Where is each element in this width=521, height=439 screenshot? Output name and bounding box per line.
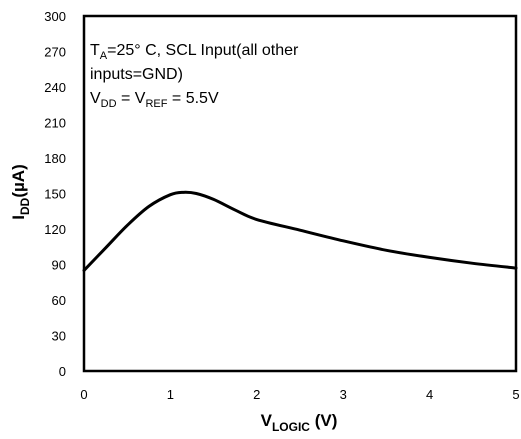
y-tick-label: 120 xyxy=(44,222,66,237)
x-tick-label: 1 xyxy=(167,387,174,402)
y-tick-label: 90 xyxy=(52,258,66,273)
plot-frame xyxy=(82,14,518,373)
annotation-line-2: inputs=GND) xyxy=(90,66,183,83)
y-tick-label: 60 xyxy=(52,293,66,308)
y-axis-title: IDD(µA) xyxy=(9,164,32,219)
annotation-line-1: TA=25° C, SCL Input(all other xyxy=(90,42,299,62)
series-line xyxy=(82,190,518,272)
y-tick-label: 30 xyxy=(52,329,66,344)
y-ticks: 0 30 60 90 120 150 180 210 240 270 300 xyxy=(44,9,66,379)
x-axis-title: VLOGIC (V) xyxy=(261,411,338,434)
x-tick-label: 5 xyxy=(512,387,519,402)
x-tick-label: 0 xyxy=(80,387,87,402)
y-tick-label: 240 xyxy=(44,80,66,95)
y-tick-label: 270 xyxy=(44,45,66,60)
x-tick-label: 4 xyxy=(426,387,433,402)
y-tick-label: 180 xyxy=(44,151,66,166)
annotation: TA=25° C, SCL Input(all other inputs=GND… xyxy=(90,42,299,110)
y-tick-label: 150 xyxy=(44,187,66,202)
y-tick-label: 210 xyxy=(44,116,66,131)
y-tick-label: 0 xyxy=(59,364,66,379)
y-tick-label: 300 xyxy=(44,9,66,24)
x-tick-label: 3 xyxy=(340,387,347,402)
x-ticks: 0 1 2 3 4 5 xyxy=(80,387,519,402)
x-tick-label: 2 xyxy=(253,387,260,402)
annotation-line-3: VDD = VREF = 5.5V xyxy=(90,90,219,110)
